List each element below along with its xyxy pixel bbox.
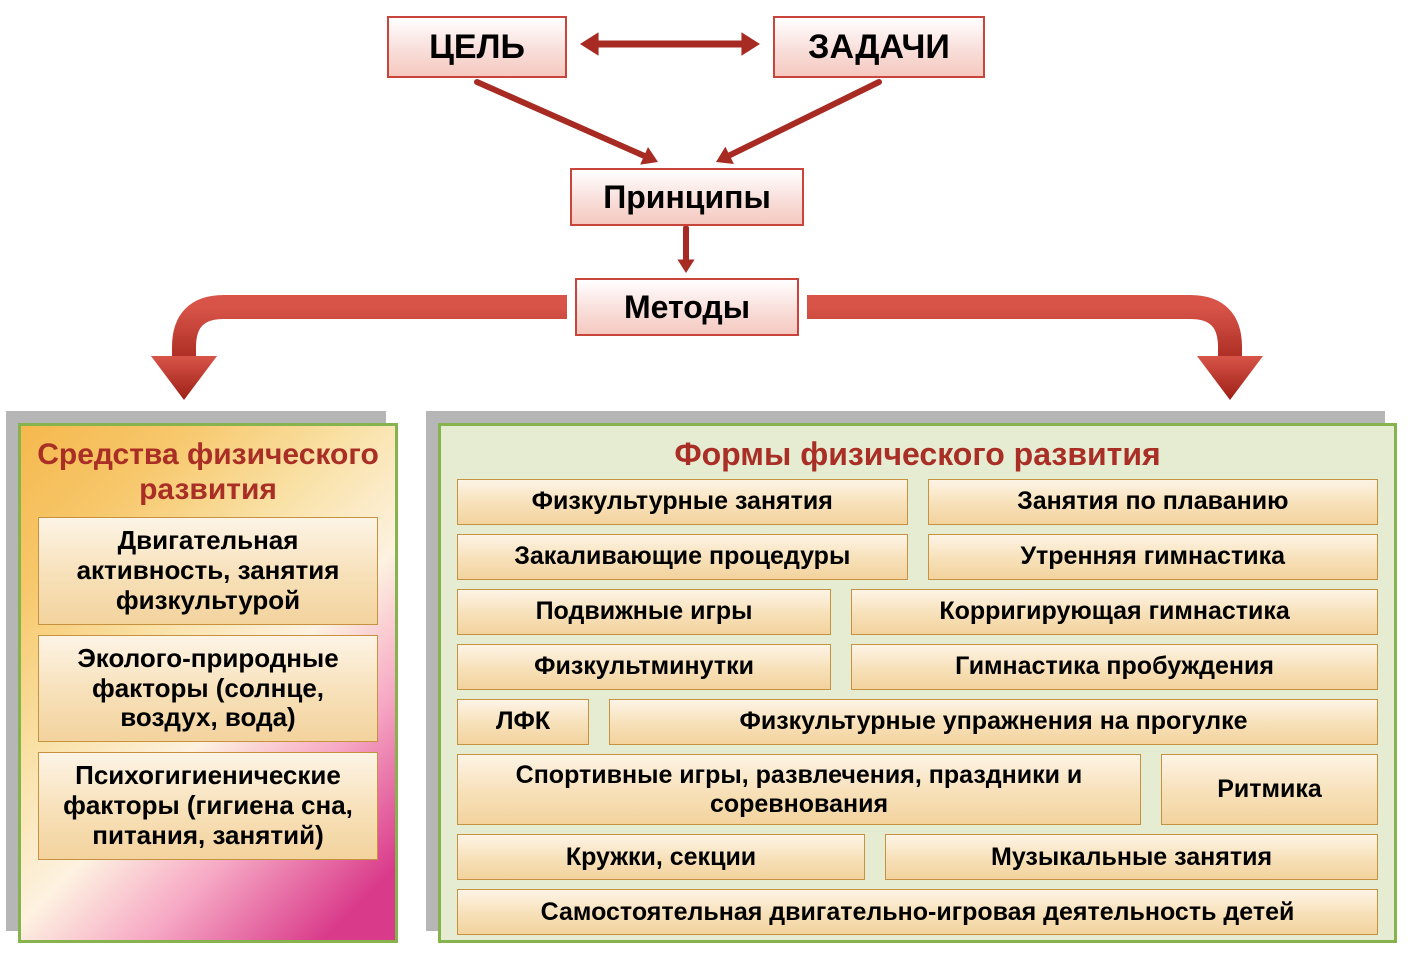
right-item: Кружки, секции (457, 834, 865, 880)
box-goal: ЦЕЛЬ (387, 16, 567, 78)
right-item: Спортивные игры, развлечения, праздники … (457, 754, 1141, 826)
right-row: Подвижные игры Корригирующая гимнастика (457, 589, 1378, 635)
box-tasks-label: ЗАДАЧИ (808, 28, 950, 67)
box-principles-label: Принципы (603, 179, 771, 216)
right-row: Кружки, секции Музыкальные занятия (457, 834, 1378, 880)
right-row: ЛФК Физкультурные упражнения на прогулке (457, 699, 1378, 745)
box-tasks: ЗАДАЧИ (773, 16, 985, 78)
right-panel: Формы физического развития Физкультурные… (438, 423, 1397, 943)
right-panel-rows: Физкультурные занятия Занятия по плаванию… (457, 479, 1378, 936)
right-row: Физкультурные занятия Занятия по плаванию (457, 479, 1378, 525)
right-item: Самостоятельная двигательно-игровая деят… (457, 889, 1378, 935)
right-row: Самостоятельная двигательно-игровая деят… (457, 889, 1378, 935)
right-item: Физкультурные занятия (457, 479, 908, 525)
box-principles: Принципы (570, 168, 804, 226)
right-item: Музыкальные занятия (885, 834, 1378, 880)
left-item: Эколого-природные факторы (солнце, возду… (38, 635, 378, 743)
right-item: Ритмика (1161, 754, 1378, 826)
right-item: Физкультурные упражнения на прогулке (609, 699, 1378, 745)
right-item: Занятия по плаванию (928, 479, 1379, 525)
right-item: Гимнастика пробуждения (851, 644, 1378, 690)
box-methods: Методы (575, 278, 799, 336)
box-goal-label: ЦЕЛЬ (429, 28, 525, 67)
right-row: Закаливающие процедуры Утренняя гимнастик… (457, 534, 1378, 580)
box-methods-label: Методы (624, 289, 750, 326)
left-panel-items: Двигательная активность, занятия физкуль… (38, 507, 378, 860)
right-panel-title: Формы физического развития (674, 436, 1160, 473)
right-item: Утренняя гимнастика (928, 534, 1379, 580)
left-item: Двигательная активность, занятия физкуль… (38, 517, 378, 625)
left-panel: Средства физического развития Двигательн… (18, 423, 398, 943)
right-item: Корригирующая гимнастика (851, 589, 1378, 635)
left-panel-title: Средства физического развития (35, 438, 381, 507)
right-item: Физкультминутки (457, 644, 831, 690)
right-item: Подвижные игры (457, 589, 831, 635)
left-item: Психогигиенические факторы (гигиена сна,… (38, 752, 378, 860)
right-item: ЛФК (457, 699, 589, 745)
right-row: Спортивные игры, развлечения, праздники … (457, 754, 1378, 826)
right-item: Закаливающие процедуры (457, 534, 908, 580)
right-row: Физкультминутки Гимнастика пробуждения (457, 644, 1378, 690)
